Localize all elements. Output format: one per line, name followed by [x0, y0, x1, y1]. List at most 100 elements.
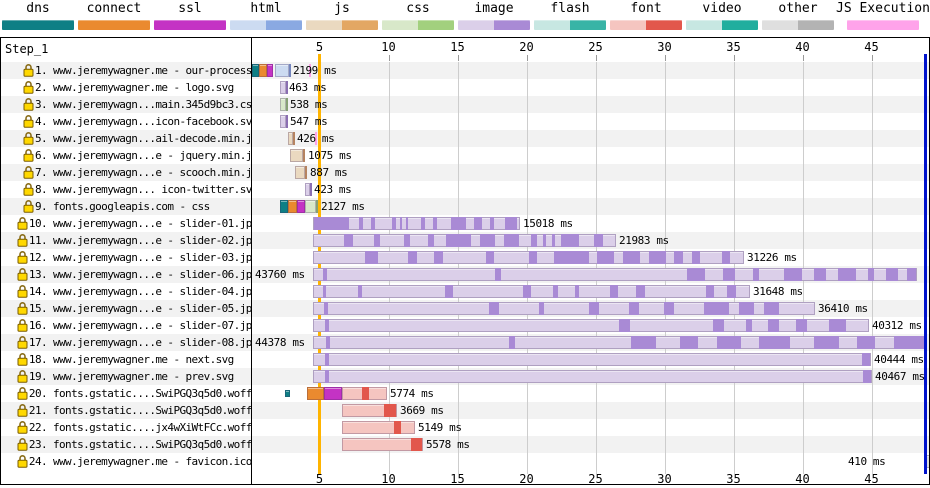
request-name[interactable]: www.jeremywagn...e - slider-03.jpg — [53, 251, 252, 264]
request-row[interactable]: 16. www.jeremywagn...e - slider-07.jpg — [1, 317, 251, 334]
request-bar-segment[interactable] — [290, 149, 303, 162]
request-name[interactable]: www.jeremywagner.me - prev.svg — [53, 370, 234, 383]
request-bar-segment[interactable] — [342, 404, 397, 417]
request-bar-segment[interactable] — [275, 64, 289, 77]
request-bar-segment[interactable] — [305, 200, 316, 213]
request-bar-segment[interactable] — [303, 149, 305, 162]
request-bar-segment[interactable] — [324, 387, 342, 400]
request-bar-segment[interactable] — [286, 81, 288, 94]
request-bar-segment[interactable] — [313, 353, 871, 366]
request-bar-segment[interactable] — [259, 64, 267, 77]
request-row[interactable]: 19. www.jeremywagner.me - prev.svg — [1, 368, 251, 385]
request-bar-segment[interactable] — [280, 200, 288, 213]
request-row[interactable]: 22. fonts.gstatic....jx4wXiWtFCc.woff2 — [1, 419, 251, 436]
waterfall-row[interactable] — [252, 96, 929, 113]
request-name[interactable]: www.jeremywagner.me - logo.svg — [53, 81, 234, 94]
request-bar-segment[interactable] — [310, 183, 312, 196]
request-row[interactable]: 5. www.jeremywagn...ail-decode.min.js — [1, 130, 251, 147]
request-bar-segment[interactable] — [280, 98, 286, 111]
request-name[interactable]: www.jeremywagn...e - slider-07.jpg — [53, 319, 252, 332]
request-bar-segment[interactable] — [252, 64, 259, 77]
request-row[interactable]: 6. www.jeremywagn...e - jquery.min.js — [1, 147, 251, 164]
request-name[interactable]: fonts.googleapis.com - css — [53, 200, 210, 213]
request-row[interactable]: 20. fonts.gstatic....SwiPGQ3q5d0.woff2 — [1, 385, 251, 402]
request-name[interactable]: www.jeremywagn...e - slider-04.jpg — [53, 285, 252, 298]
request-bar-segment[interactable] — [313, 285, 750, 298]
request-row[interactable]: 12. www.jeremywagn...e - slider-03.jpg — [1, 249, 251, 266]
waterfall-row[interactable] — [252, 164, 929, 181]
waterfall-row[interactable] — [252, 62, 929, 79]
request-bar-segment[interactable] — [342, 438, 423, 451]
request-row[interactable]: 8. www.jeremywagn... icon-twitter.svg — [1, 181, 251, 198]
request-bar-segment[interactable] — [293, 132, 295, 145]
request-name[interactable]: www.jeremywagner.me - our-process — [53, 64, 252, 77]
request-bar-segment[interactable] — [313, 268, 917, 281]
request-name[interactable]: www.jeremywagn... icon-twitter.svg — [53, 183, 252, 196]
request-row[interactable]: 13. www.jeremywagn...e - slider-06.jpg — [1, 266, 251, 283]
request-bar-segment[interactable] — [313, 234, 616, 247]
waterfall-row[interactable] — [252, 147, 929, 164]
request-bar-segment[interactable] — [313, 302, 815, 315]
request-name[interactable]: www.jeremywagn...e - slider-08.jpg — [53, 336, 252, 349]
request-name[interactable]: fonts.gstatic....SwiPGQ3q5d0.woff2 — [53, 438, 252, 451]
request-row[interactable]: 23. fonts.gstatic....SwiPGQ3q5d0.woff2 — [1, 436, 251, 453]
request-row[interactable]: 9. fonts.googleapis.com - css — [1, 198, 251, 215]
request-bar-segment[interactable] — [316, 200, 318, 213]
request-bar-segment[interactable] — [280, 115, 286, 128]
request-bar-segment[interactable] — [286, 98, 288, 111]
request-name[interactable]: www.jeremywagn...e - scooch.min.js — [53, 166, 252, 179]
request-name[interactable]: www.jeremywagn...ail-decode.min.js — [53, 132, 252, 145]
request-bar-segment[interactable] — [288, 132, 293, 145]
request-bar-segment[interactable] — [342, 421, 415, 434]
request-bar-segment[interactable] — [295, 166, 305, 179]
waterfall-row[interactable] — [252, 79, 929, 96]
waterfall-row[interactable] — [252, 130, 929, 147]
request-bar-segment[interactable] — [313, 370, 872, 383]
request-name[interactable]: www.jeremywagn...e - slider-01.jpg — [53, 217, 252, 230]
request-name[interactable]: www.jeremywagn...e - slider-05.jpg — [53, 302, 252, 315]
request-name[interactable]: fonts.gstatic....SwiPGQ3q5d0.woff2 — [53, 387, 252, 400]
request-bar-segment[interactable] — [305, 166, 307, 179]
request-bar-segment[interactable] — [313, 217, 520, 230]
request-row[interactable]: 10. www.jeremywagn...e - slider-01.jpg — [1, 215, 251, 232]
request-name[interactable]: www.jeremywagner.me - favicon.ico — [53, 455, 252, 468]
request-name[interactable]: www.jeremywagn...e - slider-02.jpg — [53, 234, 252, 247]
request-row[interactable]: 11. www.jeremywagn...e - slider-02.jpg — [1, 232, 251, 249]
request-name[interactable]: www.jeremywagn...main.345d9bc3.css — [53, 98, 252, 111]
request-name[interactable]: www.jeremywagn...e - slider-06.jpg — [53, 268, 252, 281]
request-bar-segment[interactable] — [313, 336, 925, 349]
request-bar-segment[interactable] — [297, 200, 305, 213]
waterfall-row[interactable] — [252, 453, 929, 470]
request-row[interactable]: 17. www.jeremywagn...e - slider-08.jpg — [1, 334, 251, 351]
waterfall-row[interactable] — [252, 198, 929, 215]
waterfall-row[interactable] — [252, 113, 929, 130]
request-row[interactable]: 4. www.jeremywagn...icon-facebook.svg — [1, 113, 251, 130]
request-name[interactable]: www.jeremywagner.me - next.svg — [53, 353, 234, 366]
request-row[interactable]: 3. www.jeremywagn...main.345d9bc3.css — [1, 96, 251, 113]
request-bar-segment[interactable] — [267, 64, 273, 77]
request-bar-segment[interactable] — [313, 319, 869, 332]
request-row[interactable]: 21. fonts.gstatic....SwiPGQ3q5d0.woff2 — [1, 402, 251, 419]
request-bar-segment[interactable] — [342, 387, 387, 400]
request-row[interactable]: 15. www.jeremywagn...e - slider-05.jpg — [1, 300, 251, 317]
request-row[interactable]: 18. www.jeremywagner.me - next.svg — [1, 351, 251, 368]
request-bar-segment[interactable] — [280, 81, 286, 94]
request-row[interactable]: 1. www.jeremywagner.me - our-process — [1, 62, 251, 79]
request-name[interactable]: www.jeremywagn...e - jquery.min.js — [53, 149, 252, 162]
request-bar-segment[interactable] — [305, 183, 310, 196]
request-row[interactable]: 7. www.jeremywagn...e - scooch.min.js — [1, 164, 251, 181]
request-row[interactable]: 14. www.jeremywagn...e - slider-04.jpg — [1, 283, 251, 300]
request-bar-segment[interactable] — [285, 390, 290, 397]
request-bar-segment[interactable] — [307, 387, 324, 400]
request-row[interactable]: 24. www.jeremywagner.me - favicon.ico — [1, 453, 251, 470]
request-row[interactable]: 2. www.jeremywagner.me - logo.svg — [1, 79, 251, 96]
request-name[interactable]: fonts.gstatic....SwiPGQ3q5d0.woff2 — [53, 404, 252, 417]
waterfall-row[interactable] — [252, 385, 929, 402]
request-name[interactable]: fonts.gstatic....jx4wXiWtFCc.woff2 — [53, 421, 252, 434]
request-name[interactable]: www.jeremywagn...icon-facebook.svg — [53, 115, 252, 128]
waterfall-row[interactable] — [252, 181, 929, 198]
request-bar-segment[interactable] — [288, 200, 297, 213]
waterfall-row[interactable] — [252, 402, 929, 419]
request-bar-segment[interactable] — [286, 115, 288, 128]
request-bar-segment[interactable] — [313, 251, 744, 264]
